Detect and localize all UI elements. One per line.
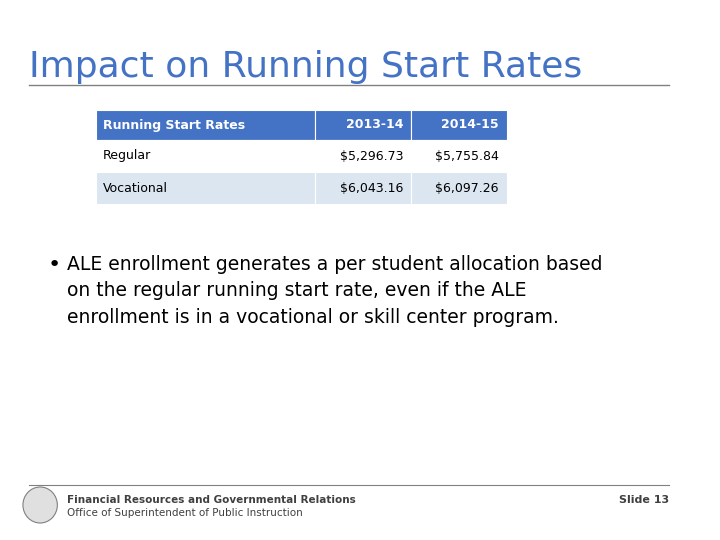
- Bar: [96, 110, 315, 140]
- Bar: [96, 172, 315, 204]
- Bar: [411, 110, 507, 140]
- Text: Vocational: Vocational: [103, 181, 168, 194]
- Text: Office of Superintendent of Public Instruction: Office of Superintendent of Public Instr…: [67, 508, 302, 518]
- Text: Running Start Rates: Running Start Rates: [103, 118, 246, 132]
- Bar: [315, 172, 411, 204]
- Text: •: •: [48, 255, 61, 275]
- Text: Financial Resources and Governmental Relations: Financial Resources and Governmental Rel…: [67, 495, 356, 505]
- Text: Regular: Regular: [103, 150, 151, 163]
- Text: ALE enrollment generates a per student allocation based
on the regular running s: ALE enrollment generates a per student a…: [67, 255, 603, 327]
- Text: 2013-14: 2013-14: [346, 118, 403, 132]
- Circle shape: [23, 487, 58, 523]
- Text: 2014-15: 2014-15: [441, 118, 499, 132]
- Bar: [315, 110, 411, 140]
- Text: $5,296.73: $5,296.73: [340, 150, 403, 163]
- Text: $6,097.26: $6,097.26: [436, 181, 499, 194]
- Text: Impact on Running Start Rates: Impact on Running Start Rates: [29, 50, 582, 84]
- Bar: [96, 140, 315, 172]
- Bar: [315, 140, 411, 172]
- Bar: [411, 140, 507, 172]
- Text: $5,755.84: $5,755.84: [435, 150, 499, 163]
- Text: $6,043.16: $6,043.16: [340, 181, 403, 194]
- Bar: [411, 172, 507, 204]
- Text: Slide 13: Slide 13: [619, 495, 669, 505]
